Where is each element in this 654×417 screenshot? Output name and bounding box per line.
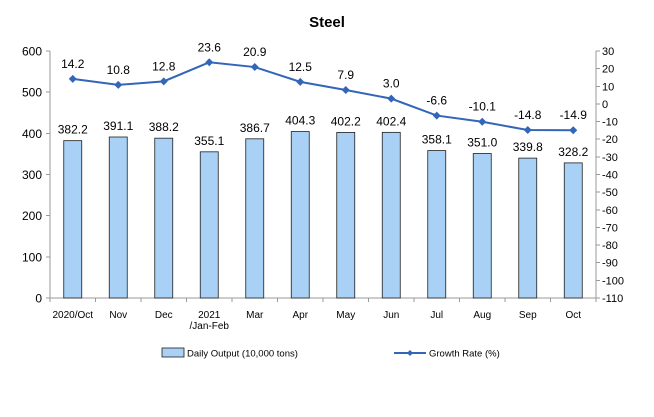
growth-rate-point: [159, 77, 168, 86]
growth-rate-data-label: 10.8: [107, 63, 131, 77]
bar-data-label: 328.2: [558, 145, 588, 159]
growth-rate-point: [205, 58, 214, 67]
right-y-tick-label: -50: [602, 187, 618, 199]
x-category-label: Jun: [383, 310, 399, 321]
growth-rate-data-label: 12.5: [289, 60, 313, 74]
right-y-tick-label: -10: [602, 117, 618, 129]
bar: [563, 162, 583, 299]
growth-rate-point: [569, 126, 578, 135]
bar-data-label: 355.1: [194, 134, 224, 148]
growth-rate-data-label: 23.6: [198, 40, 222, 54]
bar: [472, 153, 492, 299]
left-y-tick-label: 400: [22, 127, 42, 141]
growth-rate-point: [387, 94, 396, 103]
x-category-label: Oct: [565, 310, 581, 321]
growth-rate-point: [341, 85, 350, 94]
growth-rate-data-label: 3.0: [383, 77, 400, 91]
x-category-label: 2021: [198, 310, 221, 321]
bar-data-label: 351.0: [467, 136, 497, 150]
growth-rate-data-label: -14.8: [514, 108, 542, 122]
right-y-tick-label: -110: [602, 293, 623, 305]
right-y-tick-label: 10: [602, 81, 614, 93]
right-y-tick-label: -60: [602, 205, 618, 217]
bar: [245, 138, 265, 299]
right-y-tick-label: -70: [602, 222, 618, 234]
left-y-tick-label: 500: [22, 86, 42, 100]
growth-rate-point: [523, 126, 532, 135]
right-y-tick-label: 30: [602, 46, 614, 58]
right-y-tick-label: -30: [602, 152, 618, 164]
left-y-tick-label: 300: [22, 168, 42, 182]
growth-rate-point: [432, 111, 441, 120]
bar: [63, 140, 83, 299]
left-y-tick-label: 600: [22, 45, 42, 59]
growth-rate-point: [296, 77, 305, 86]
bar-data-label: 339.8: [513, 140, 543, 154]
right-y-tick-label: 0: [602, 99, 608, 111]
right-y-tick-label: -100: [602, 275, 624, 287]
growth-rate-data-label: 20.9: [243, 45, 267, 59]
x-category-label: Sep: [519, 310, 537, 321]
legend-line-label: Growth Rate (%): [429, 349, 500, 360]
x-category-label: Aug: [473, 310, 491, 321]
bar: [518, 157, 538, 299]
bar: [154, 137, 174, 299]
x-category-label: /Jan-Feb: [190, 321, 230, 332]
x-category-label: 2020/Oct: [52, 310, 93, 321]
right-y-tick-label: -80: [602, 240, 618, 252]
bar-data-label: 388.2: [149, 120, 179, 134]
x-category-label: Nov: [109, 310, 127, 321]
legend-bar-label: Daily Output (10,000 tons): [187, 349, 298, 360]
x-category-label: Dec: [155, 310, 173, 321]
bar: [427, 150, 447, 299]
growth-rate-point: [68, 74, 77, 83]
left-y-tick-label: 0: [35, 292, 42, 306]
x-category-label: Mar: [246, 310, 264, 321]
chart-title: Steel: [309, 14, 345, 31]
bar: [290, 131, 310, 299]
growth-rate-data-label: -14.9: [560, 108, 588, 122]
right-y-tick-label: -90: [602, 258, 618, 270]
left-y-tick-label: 200: [22, 209, 42, 223]
legend-line-marker: [407, 350, 413, 356]
right-y-tick-label: -20: [602, 134, 618, 146]
bar: [336, 132, 356, 299]
bar: [199, 151, 219, 299]
bar-data-label: 402.2: [331, 114, 361, 128]
bar-data-label: 402.4: [376, 114, 406, 128]
growth-rate-data-label: 14.2: [61, 57, 85, 71]
growth-rate-data-label: 12.8: [152, 59, 176, 73]
growth-rate-line: [72, 61, 574, 132]
right-y-tick-label: 20: [602, 64, 614, 76]
growth-rate-data-label: -10.1: [469, 100, 497, 114]
growth-rate-data-label: -6.6: [426, 94, 447, 108]
growth-rate-point: [478, 117, 487, 126]
bar: [381, 131, 401, 299]
bar-data-label: 386.7: [240, 121, 270, 135]
bar-data-label: 391.1: [103, 119, 133, 133]
left-y-tick-label: 100: [22, 250, 42, 264]
x-category-label: Apr: [292, 310, 308, 321]
growth-rate-data-label: 7.9: [337, 68, 354, 82]
growth-rate-point: [114, 80, 123, 89]
bar-data-label: 382.2: [58, 123, 88, 137]
legend-bar-swatch: [161, 347, 185, 358]
right-y-tick-label: -40: [602, 170, 618, 182]
bar-data-label: 358.1: [422, 133, 452, 147]
bar-data-label: 404.3: [285, 114, 315, 128]
x-category-label: Jul: [430, 310, 443, 321]
x-category-label: May: [336, 310, 355, 321]
bar: [108, 136, 128, 299]
growth-rate-point: [250, 63, 259, 72]
